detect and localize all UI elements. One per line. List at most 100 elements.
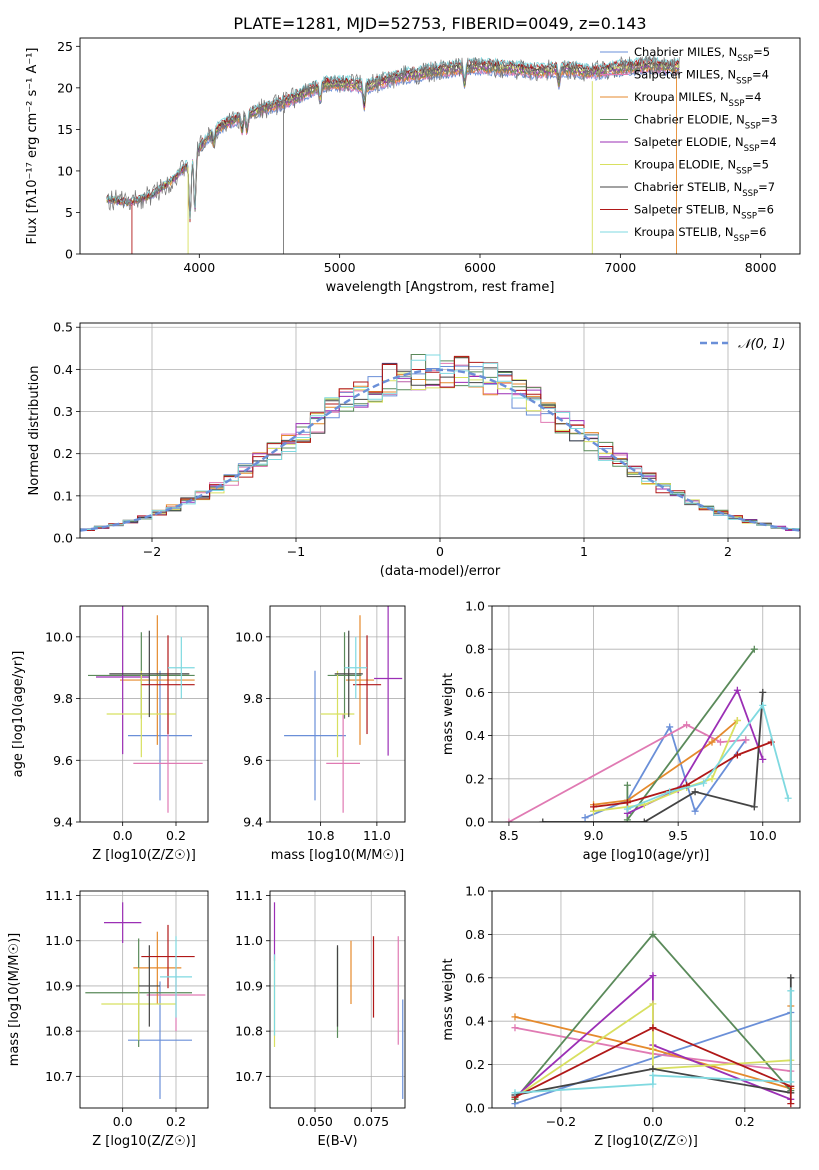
weight-vs-Z-point-marker (649, 930, 657, 938)
weight-vs-age-ytick-label: 1.0 (465, 599, 485, 614)
residuals-gaussian-line (80, 368, 800, 532)
weight-vs-Z-ytick-label: 0.2 (465, 1057, 485, 1072)
weight-vs-age-point-marker (623, 781, 631, 789)
spectrum-model-line (106, 63, 680, 221)
weight-vs-age-point-marker (733, 751, 741, 759)
weight-vs-Z-point-marker (511, 1013, 519, 1021)
weight-vs-age-point-marker (640, 818, 648, 822)
weight-vs-age-point-marker (716, 738, 724, 746)
weight-vs-age-point-marker (539, 818, 547, 822)
weight-vs-age-point-marker (505, 818, 513, 822)
age-vs-Z-ylabel: age [log10(age/yr)] (11, 651, 26, 778)
weight-vs-Z-xtick-label: 0.2 (735, 1114, 755, 1129)
weight-vs-age-xtick-label: 9.0 (584, 828, 604, 843)
spectrum-ylabel: Flux [fλ10⁻¹⁷ erg cm⁻² s⁻¹ A⁻¹] (25, 48, 40, 245)
weight-vs-Z-point-marker (649, 1024, 657, 1032)
weight-vs-age-point-marker (700, 779, 708, 787)
weight-vs-age-point-marker (733, 686, 741, 694)
mass-vs-Z-points (85, 902, 206, 1099)
weight-vs-Z-point-marker (649, 1065, 657, 1073)
mass-vs-EBV-xtick-label: 0.075 (353, 1114, 389, 1129)
weight-vs-age-point-marker (683, 721, 691, 729)
weight-vs-age-ytick-label: 0.4 (465, 728, 485, 743)
weight-vs-Z-point-marker (787, 974, 795, 982)
weight-vs-Z-ylabel: mass weight (441, 958, 456, 1040)
mass-vs-Z-grid (80, 891, 208, 1108)
spectrum-model-line (106, 55, 680, 220)
spectrum-model-line (106, 62, 680, 220)
spectrum-data-line (106, 54, 680, 212)
weight-vs-age-point-marker (666, 723, 674, 731)
mass-vs-Z-ytick-label: 10.7 (45, 1069, 73, 1084)
weight-vs-age-ytick-label: 0.2 (465, 771, 485, 786)
age-vs-Z-frame (79, 605, 209, 823)
spectrum-model-line (106, 60, 680, 222)
age-vs-Z-ytick-label: 9.6 (53, 753, 73, 768)
residuals-xtick-label: 0 (436, 544, 444, 559)
weight-vs-Z-series-line (514, 1026, 792, 1104)
mass-vs-Z-xtick-label: 0.0 (113, 1114, 133, 1129)
weight-vs-Z-point-marker (787, 1100, 795, 1108)
weight-vs-Z-ytick-label: 0.0 (465, 1101, 485, 1116)
mass-vs-Z-ylabel: mass [log10(M/M☉)] (7, 933, 22, 1066)
weight-vs-Z-point-marker (649, 1071, 657, 1079)
weight-vs-age-point-marker (750, 803, 758, 811)
residuals-ytick-label: 0.2 (53, 446, 73, 461)
weight-vs-Z-ytick-label: 0.6 (465, 970, 485, 985)
age-vs-Z-points (88, 606, 203, 813)
mass-vs-Z-frame (79, 890, 209, 1109)
mass-vs-EBV-ytick-label: 11.0 (235, 933, 263, 948)
mass-vs-EBV-xlabel: E(B-V) (317, 1134, 357, 1149)
weight-vs-age-point-marker (581, 814, 589, 822)
spectrum-ytick-label: 25 (57, 39, 73, 54)
spectrum-legend-label: Salpeter MILES, NSSP=4 (634, 68, 769, 87)
weight-vs-age-point-marker (708, 738, 716, 746)
age-vs-Z-ytick-label: 9.8 (53, 691, 73, 706)
weight-vs-age-point-marker (759, 755, 767, 763)
plot-layer: 4000 5000 6000 7000 80000510152025wavelength… (7, 37, 801, 1149)
mass-vs-EBV-ytick-label: 10.7 (235, 1069, 263, 1084)
spectrum-xtick-label: 6000 (464, 260, 496, 275)
age-vs-mass-ytick-label: 9.8 (243, 691, 263, 706)
spectrum-legend-label: Chabrier ELODIE, NSSP=3 (634, 113, 778, 132)
mass-vs-Z-ytick-label: 10.8 (45, 1024, 73, 1039)
spectrum-model-line (106, 66, 680, 222)
spectrum-xlabel: wavelength [Angstrom, rest frame] (326, 280, 555, 295)
age-vs-mass-ytick-label: 10.0 (235, 629, 263, 644)
spectrum-legend-label: Salpeter ELODIE, NSSP=4 (634, 135, 777, 154)
mass-vs-EBV-ytick-label: 11.1 (235, 888, 263, 903)
weight-vs-age-ytick-label: 0.8 (465, 642, 485, 657)
age-vs-mass-xtick-label: 11.0 (363, 828, 391, 843)
residuals-hist (80, 354, 800, 533)
mass-vs-Z-xtick-label: 0.2 (166, 1114, 186, 1129)
weight-vs-age-point-marker (666, 788, 674, 796)
age-vs-Z-ytick-label: 10.0 (45, 629, 73, 644)
spectrum-legend-label: Kroupa STELIB, NSSP=6 (634, 225, 766, 244)
weight-vs-age-series-line (508, 723, 746, 822)
weight-vs-age-point-marker (759, 688, 767, 696)
weight-vs-Z-point-marker (649, 1080, 657, 1088)
weight-vs-age-ytick-label: 0.0 (465, 815, 485, 830)
age-vs-Z-xtick-label: 0.0 (113, 828, 133, 843)
mass-vs-EBV-xtick-label: 0.050 (297, 1114, 333, 1129)
weight-vs-Z-ytick-label: 0.8 (465, 927, 485, 942)
spectrum-ytick-label: 20 (57, 80, 73, 95)
weight-vs-Z-xtick-label: −0.2 (546, 1114, 576, 1129)
mass-vs-Z-ytick-label: 11.0 (45, 933, 73, 948)
weight-vs-Z-xtick-label: 0.0 (643, 1114, 663, 1129)
mass-vs-Z-ytick-label: 10.9 (45, 978, 73, 993)
weight-vs-Z-point-marker (511, 1089, 519, 1097)
spectrum-xtick-label: 7000 (604, 260, 636, 275)
age-vs-mass-points (284, 606, 403, 813)
residuals-ytick-label: 0.1 (53, 488, 73, 503)
weight-vs-age-point-marker (750, 645, 758, 653)
age-vs-mass-frame (269, 605, 406, 823)
age-vs-mass-ytick-label: 9.4 (243, 815, 263, 830)
weight-vs-age-lines (505, 645, 792, 822)
age-vs-Z-ytick-label: 9.4 (53, 815, 73, 830)
residuals-xtick-label: 1 (580, 544, 588, 559)
weight-vs-Z-series-line (514, 1002, 791, 1098)
spectrum-model-line (106, 68, 680, 223)
weight-vs-age-series-line (593, 741, 772, 808)
weight-vs-Z-point-marker (787, 1078, 795, 1086)
